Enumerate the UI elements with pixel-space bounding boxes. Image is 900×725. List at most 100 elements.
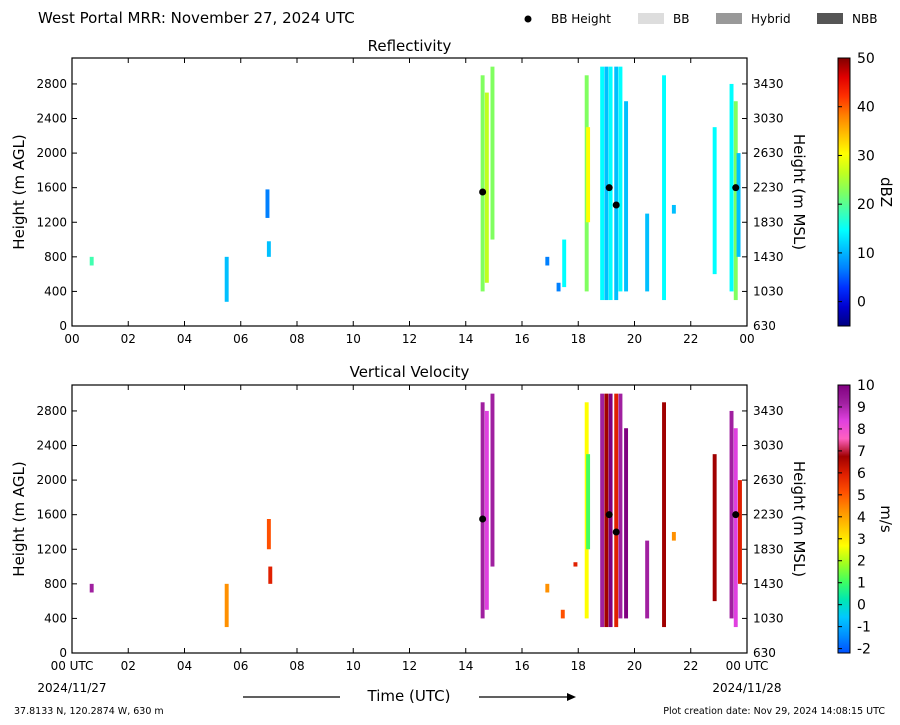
velocity-x-tick-label: 00 UTC (726, 659, 769, 673)
reflectivity-echo-column (556, 282, 561, 292)
velocity-y-tick-label: 800 (44, 577, 67, 591)
velocity-echo-column (586, 454, 591, 550)
reflectivity-bb-height-point (732, 184, 740, 192)
velocity-y2-tick-label: 2630 (753, 473, 784, 487)
legend-hybrid-swatch (716, 13, 742, 24)
velocity-bb-height-point (612, 528, 620, 536)
velocity-echo-column (89, 583, 94, 593)
velocity-colorbar-tick-label: 3 (857, 532, 866, 548)
velocity-y2-tick-label: 3430 (753, 404, 784, 418)
reflectivity-x-tick-label: 14 (458, 332, 473, 346)
velocity-x-tick-label: 16 (514, 659, 529, 673)
velocity-y-tick-label: 1600 (36, 508, 67, 522)
reflectivity-colorbar (837, 57, 851, 327)
reflectivity-echo-column (712, 127, 717, 275)
velocity-colorbar-tick-label: 10 (857, 378, 875, 394)
reflectivity-echo-column (624, 101, 629, 292)
velocity-echo-column (490, 393, 495, 567)
legend-bb-label: BB (673, 12, 689, 26)
reflectivity-x-tick-label: 06 (233, 332, 248, 346)
velocity-x-tick-label: 08 (289, 659, 304, 673)
reflectivity-echo-column (733, 101, 738, 301)
velocity-bb-height-point (732, 511, 740, 519)
reflectivity-colorbar-label: dBZ (877, 177, 895, 207)
velocity-y2-tick-label: 2230 (753, 508, 784, 522)
reflectivity-echo-column (224, 256, 229, 302)
reflectivity-bb-height-point (479, 188, 487, 196)
velocity-y-tick-label: 1200 (36, 542, 67, 556)
reflectivity-echo-column (562, 239, 567, 288)
plot-creation-date: Plot creation date: Nov 29, 2024 14:08:1… (663, 706, 885, 717)
reflectivity-x-tick-label: 08 (289, 332, 304, 346)
velocity-echo-column (480, 402, 485, 619)
reflectivity-y-tick-label: 2400 (36, 112, 67, 126)
reflectivity-y2-tick-label: 3430 (753, 77, 784, 91)
velocity-x-tick-label: 20 (627, 659, 642, 673)
figure-title: West Portal MRR: November 27, 2024 UTC (38, 9, 355, 27)
velocity-colorbar-tick-label: -1 (857, 620, 871, 636)
station-coords: 37.8133 N, 120.2874 W, 630 m (14, 706, 164, 717)
reflectivity-x-tick-label: 22 (683, 332, 698, 346)
reflectivity-y2-tick-label: 630 (753, 319, 776, 333)
velocity-echo-column (614, 393, 619, 628)
velocity-colorbar-tick-label: 4 (857, 510, 866, 526)
velocity-ylabel: Height (m AGL) (10, 461, 28, 576)
header-legend: BB Height BB Hybrid NBB (524, 12, 877, 26)
reflectivity-y2-tick-label: 1430 (753, 250, 784, 264)
reflectivity-x-tick-label: 16 (514, 332, 529, 346)
reflectivity-x-tick-label: 20 (627, 332, 642, 346)
velocity-echo-column (545, 583, 550, 593)
legend-nbb-label: NBB (852, 12, 877, 26)
reflectivity-bb-height-point (605, 184, 613, 192)
reflectivity-colorbar-tick-label: 10 (857, 246, 875, 262)
reflectivity-colorbar-tick-label: 0 (857, 295, 866, 311)
velocity-colorbar-tick-label: 9 (857, 400, 866, 416)
velocity-colorbar-tick-label: 5 (857, 488, 866, 504)
velocity-x-tick-label: 02 (121, 659, 136, 673)
reflectivity-colorbar-tick-label: 30 (857, 148, 875, 164)
reflectivity-y-tick-label: 800 (44, 250, 67, 264)
velocity-bb-height-point (605, 511, 613, 519)
reflectivity-panel: Reflectivity Height (m AGL) Height (m MS… (10, 37, 895, 346)
date-end: 2024/11/28 (712, 681, 781, 695)
velocity-colorbar (837, 384, 851, 654)
reflectivity-y-tick-label: 400 (44, 284, 67, 298)
reflectivity-echo-column (586, 127, 591, 223)
velocity-echo-column (604, 393, 609, 628)
figure-footer: 2024/11/27 2024/11/28 Time (UTC) 37.8133… (14, 681, 885, 717)
reflectivity-colorbar-tick-label: 50 (857, 51, 875, 67)
reflectivity-echo-column (618, 66, 623, 292)
reflectivity-echo-column (265, 189, 270, 218)
velocity-echo-column (729, 410, 734, 619)
velocity-echo-column (662, 402, 666, 628)
velocity-colorbar-tick-label: 6 (857, 466, 866, 482)
velocity-title: Vertical Velocity (350, 363, 470, 381)
velocity-y-tick-label: 2800 (36, 404, 67, 418)
velocity-y2-tick-label: 1030 (753, 611, 784, 625)
velocity-x-tick-label: 04 (177, 659, 192, 673)
velocity-x-tick-label: 10 (346, 659, 361, 673)
velocity-echo-column (560, 609, 565, 619)
velocity-y-tick-label: 2400 (36, 439, 67, 453)
reflectivity-bb-height-point (612, 201, 620, 209)
date-start: 2024/11/27 (37, 681, 106, 695)
legend-bb-height-marker (524, 15, 532, 23)
velocity-panel: Vertical Velocity Height (m AGL) Height … (10, 363, 895, 673)
velocity-y-tick-label: 0 (59, 646, 67, 660)
velocity-colorbar-tick-label: 8 (857, 422, 866, 438)
legend-hybrid-label: Hybrid (751, 12, 791, 26)
reflectivity-y-tick-label: 2800 (36, 77, 67, 91)
velocity-echo-column (608, 393, 613, 628)
reflectivity-echo-column (604, 66, 609, 301)
reflectivity-echo-column (662, 75, 666, 301)
reflectivity-echo-column (645, 213, 650, 292)
velocity-echo-column (573, 562, 578, 567)
velocity-x-tick-label: 00 UTC (51, 659, 94, 673)
velocity-echo-column (268, 566, 273, 584)
velocity-y2-tick-label: 630 (753, 646, 776, 660)
velocity-x-tick-label: 18 (571, 659, 586, 673)
reflectivity-colorbar-tick-label: 20 (857, 197, 875, 213)
x-axis-label: Time (UTC) (367, 687, 451, 705)
reflectivity-x-tick-label: 18 (571, 332, 586, 346)
